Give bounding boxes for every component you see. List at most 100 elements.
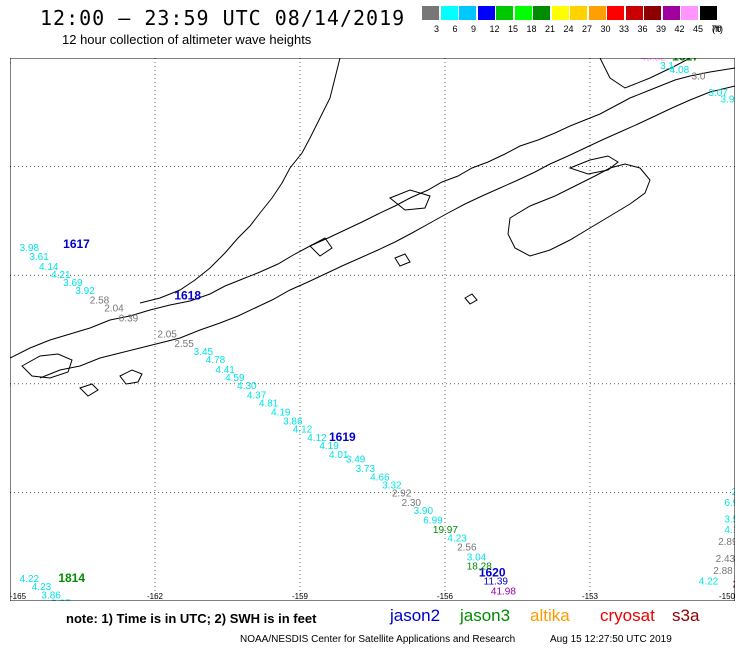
peninsula-south-coast — [39, 85, 735, 379]
satellite-altika: altika — [530, 606, 570, 625]
pass-label-1620: 1620 — [479, 566, 506, 580]
lon-tick--162: -162 — [147, 592, 164, 601]
legend-label-3: 3 — [434, 24, 440, 34]
wave-height-value: 3.04 — [467, 552, 487, 563]
satellite-cryosat: cryosat — [600, 606, 655, 625]
legend-swatch-9 — [459, 6, 476, 20]
wave-height-value: 2.92 — [392, 489, 412, 500]
wave-height-value: 4.59 — [225, 373, 245, 384]
legend-swatch-24 — [551, 6, 569, 20]
wave-height-value: 2.56 — [457, 543, 477, 554]
kodiak-island — [507, 163, 651, 257]
lat-tick-60: 60 — [10, 59, 11, 68]
wave-height-value: 2.55 — [174, 339, 194, 350]
legend-label-42: 42 — [674, 24, 685, 34]
satellite-jason2: jason2 — [390, 606, 441, 625]
legend-label-24: 24 — [563, 24, 574, 34]
wave-height-value: 19.97 — [433, 525, 458, 536]
wave-height-value: 4.14 — [39, 262, 59, 273]
wave-height-measurements: 3.983.614.144.213.693.922.582.040.392.05… — [20, 58, 735, 601]
wave-height-value: 4.22 — [20, 574, 40, 585]
wave-height-value: 4.41 — [215, 365, 235, 376]
legend-swatch-70 — [699, 6, 717, 20]
wave-height-value: 3.86 — [41, 590, 61, 601]
legend-swatch-39 — [644, 6, 661, 20]
pass-label-1617: 1617 — [672, 58, 699, 64]
wave-height-value: 4.19 — [319, 441, 339, 452]
wave-height-value: 4.78 — [206, 355, 226, 366]
generated-timestamp: Aug 15 12:27:50 UTC 2019 — [550, 634, 672, 645]
wave-height-value: 3.49 — [346, 455, 366, 466]
wave-height-value: 3.9 — [721, 95, 735, 106]
wave-height-value: 4.01 — [329, 450, 349, 461]
wave-height-value: 4.1 — [724, 525, 735, 536]
wave-height-value: 6.9 — [724, 498, 735, 509]
legend-label-21: 21 — [545, 24, 556, 34]
wave-height-value: 3.1 — [660, 61, 674, 72]
legend-label-33: 33 — [619, 24, 630, 34]
lat-tick-56: 56 — [10, 271, 11, 280]
wave-height-value: 3.98 — [20, 243, 40, 254]
iliamna-lake — [389, 189, 431, 211]
wave-height-value: 2.30 — [402, 498, 422, 509]
wave-height-value: 6.99 — [423, 515, 443, 526]
legend-swatch-15 — [496, 6, 513, 20]
wave-height-value: 2.88 — [713, 566, 733, 577]
wave-height-value: 4.23 — [32, 582, 52, 593]
wave-height-value: 2.58 — [90, 295, 110, 306]
legend-swatch-42 — [662, 6, 680, 20]
wave-height-value: 3.73 — [356, 464, 376, 475]
page-title: 12:00 – 23:59 UTC 08/14/2019 — [40, 6, 406, 30]
pass-label-1814: 1814 — [58, 571, 85, 585]
pass-label-1618: 1618 — [174, 289, 201, 303]
wave-height-value: 4.08 — [670, 65, 690, 76]
lon-tick--165: -165 — [10, 592, 27, 601]
legend-swatch-18 — [514, 6, 532, 20]
legend-swatch-3 — [422, 6, 439, 20]
lat-tick-54: 54 — [10, 380, 11, 389]
wave-height-value: 2 — [733, 579, 735, 590]
wave-height-value: 2.43 — [716, 554, 735, 565]
wave-height-value: 3.5 — [724, 514, 735, 525]
legend-unit: (ft) — [712, 24, 723, 34]
altimeter-map: -165 -162 -159 -156 -153 -150 60 58 56 54 52 50 161… — [10, 58, 735, 601]
bristol-bay-coastline — [139, 58, 341, 304]
wave-height-value: 3.69 — [63, 278, 83, 289]
wave-height-value: 45.82 — [641, 58, 666, 64]
wave-height-value: 2.89 — [718, 537, 735, 548]
sanak-island — [79, 383, 99, 397]
legend-swatch-6 — [440, 6, 458, 20]
legend-label-12: 12 — [489, 24, 500, 34]
wave-height-value: 4.23 — [447, 533, 467, 544]
wave-height-value: 18.28 — [467, 562, 492, 573]
wave-height-value: 3.87 — [51, 598, 71, 601]
legend-swatch-45 — [681, 6, 698, 20]
afognak-island — [568, 155, 619, 175]
legend-swatch-21 — [533, 6, 550, 20]
wave-height-value: 4.12 — [293, 425, 313, 436]
legend-swatch-36 — [625, 6, 643, 20]
wave-height-value: 4.22 — [699, 577, 719, 588]
legend-swatch-27 — [570, 6, 587, 20]
wave-height-value: 3.90 — [414, 506, 434, 517]
coastline — [10, 58, 735, 397]
satellite-s3a: s3a — [672, 606, 700, 625]
wave-height-value: 3.45 — [194, 347, 214, 358]
cook-inlet-coast — [599, 58, 691, 89]
lon-tick--153: -153 — [582, 592, 599, 601]
wave-height-value: 3.92 — [75, 286, 95, 297]
wave-height-value: 4.12 — [307, 433, 327, 444]
alaska-peninsula-coastline — [10, 67, 735, 359]
wave-height-value: 2.04 — [104, 304, 124, 315]
lat-tick-52: 52 — [10, 488, 11, 497]
legend-label-70: 70 — [711, 24, 722, 34]
legend-swatch-30 — [588, 6, 606, 20]
lon-tick--156: -156 — [437, 592, 454, 601]
legend-label-15: 15 — [508, 24, 519, 34]
legend-label-45: 45 — [693, 24, 704, 34]
becharof-lake — [309, 237, 333, 257]
pass-label-1617: 1617 — [63, 237, 90, 251]
lon-tick--150: -150 — [719, 592, 735, 601]
pass-label-1619: 1619 — [329, 430, 356, 444]
wave-height-value: 0.39 — [119, 313, 139, 324]
